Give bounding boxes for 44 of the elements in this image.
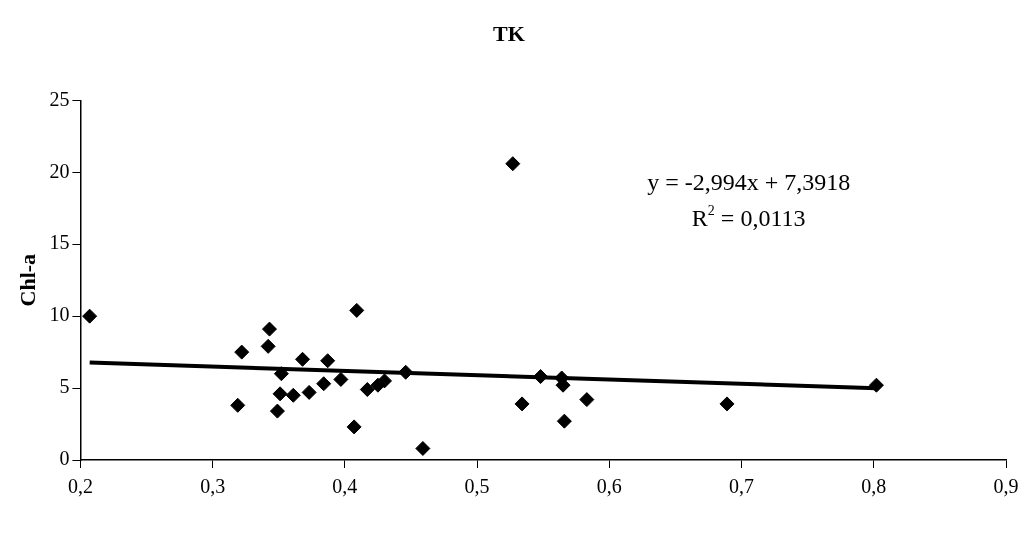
point <box>272 386 288 402</box>
point <box>301 384 317 400</box>
point <box>398 364 414 380</box>
point <box>533 369 549 385</box>
point <box>269 403 285 419</box>
y-axis-title: Chl-a <box>14 253 40 307</box>
point <box>234 344 250 360</box>
point <box>868 377 884 393</box>
point <box>295 351 311 367</box>
point <box>505 156 521 172</box>
point <box>320 353 336 369</box>
point <box>316 376 332 392</box>
point <box>333 371 349 387</box>
annotation: y = -2,994x + 7,3918 <box>647 169 851 196</box>
point <box>346 419 362 435</box>
point <box>230 397 246 413</box>
x-tick-label: 0,3 <box>200 475 226 498</box>
point <box>82 308 98 324</box>
y-tick-label: 20 <box>49 159 70 182</box>
y-tick-label: 0 <box>59 447 70 470</box>
y-tick-label: 15 <box>49 231 70 254</box>
y-tick-label: 10 <box>49 303 70 326</box>
point <box>285 387 301 403</box>
chart-title: TK <box>493 20 525 46</box>
x-tick-label: 0,4 <box>332 475 358 498</box>
x-tick-label: 0,5 <box>464 475 490 498</box>
x-tick-label: 0,2 <box>67 475 93 498</box>
point <box>261 321 277 337</box>
x-tick-label: 0,9 <box>993 475 1019 498</box>
point <box>514 396 530 412</box>
y-tick-label: 25 <box>49 87 70 110</box>
x-tick-label: 0,6 <box>596 475 622 498</box>
point <box>349 302 365 318</box>
y-tick-label: 5 <box>59 375 70 398</box>
point <box>415 440 431 456</box>
point <box>579 392 595 408</box>
point <box>359 382 375 398</box>
point <box>260 338 276 354</box>
point <box>273 366 289 382</box>
point <box>377 373 393 389</box>
point <box>556 413 572 429</box>
x-tick-label: 0,8 <box>861 475 887 498</box>
x-tick-label: 0,7 <box>729 475 755 498</box>
point <box>719 396 735 412</box>
